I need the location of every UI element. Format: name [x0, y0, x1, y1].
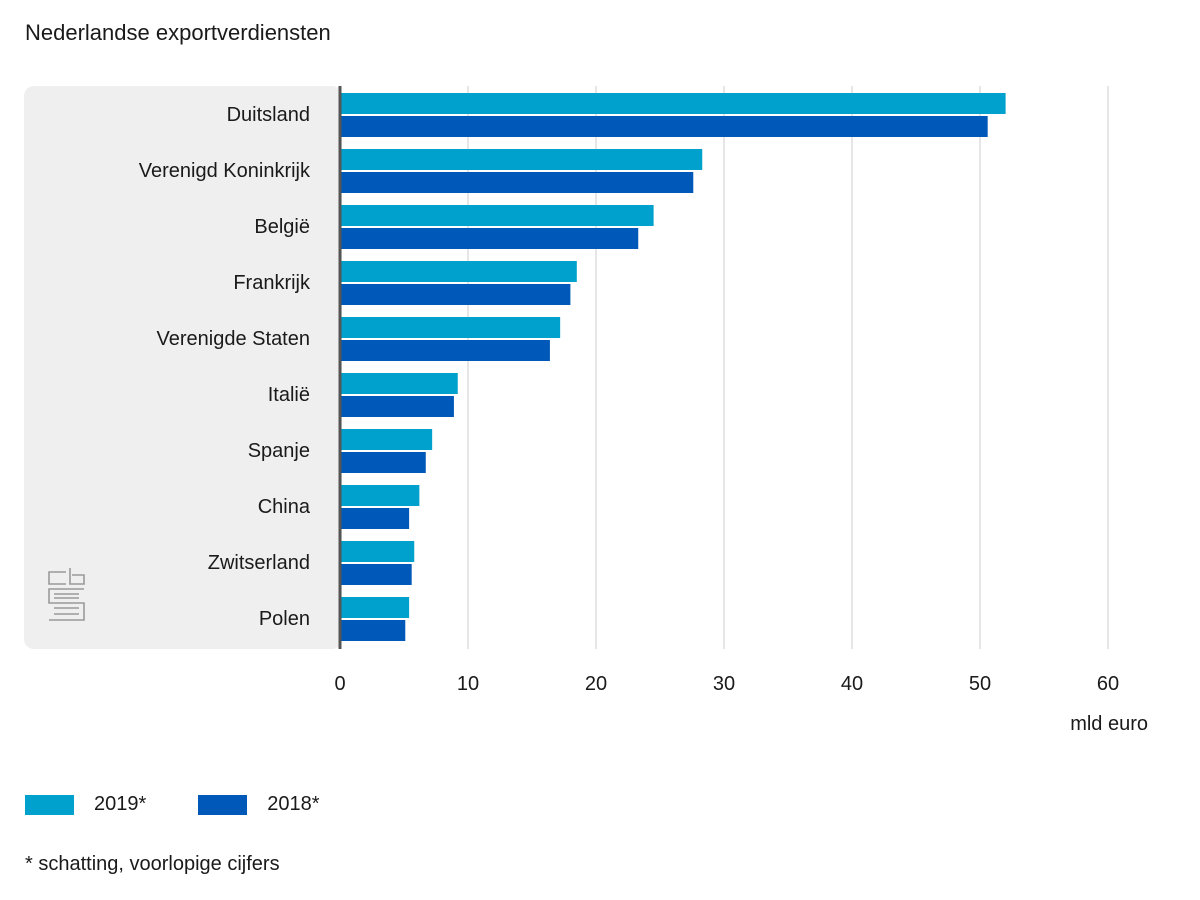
bar-2019-italië [340, 373, 458, 394]
bar-2019-spanje [340, 429, 433, 450]
category-label: Verenigd Koninkrijk [139, 160, 311, 182]
x-tick-label: 50 [969, 673, 991, 695]
bar-2018-zwitserland [340, 564, 412, 585]
bar-2018-verenigd-koninkrijk [340, 172, 694, 193]
x-tick-label: 40 [841, 673, 863, 695]
bar-2018-duitsland [340, 116, 988, 137]
bar-2018-spanje [340, 452, 426, 473]
bar-2018-china [340, 508, 410, 529]
legend-swatch-2018 [198, 794, 248, 815]
bar-2019-belgië [340, 205, 654, 226]
cbs-logo-c [48, 571, 66, 585]
cbs-logo-b [69, 568, 85, 585]
bar-2019-polen [340, 597, 410, 618]
cbs-logo: cbs [48, 568, 85, 621]
bar-2019-china [340, 485, 420, 506]
bar-2019-duitsland [340, 93, 1006, 114]
bar-chart: Duitsland Verenigd Koninkrijk België Frankr… [24, 86, 1148, 735]
bar-2019-verenigd-koninkrijk [340, 149, 703, 170]
legend-item-2019: 2019* [25, 793, 146, 816]
category-label: Duitsland [227, 104, 310, 126]
bar-2019-zwitserland [340, 541, 415, 562]
footnote: * schatting, voorlopige cijfers [25, 853, 280, 875]
bar-2018-polen [340, 620, 406, 641]
legend: 2019* 2018* [25, 793, 372, 816]
category-label: Italië [268, 384, 310, 406]
category-label: China [258, 496, 311, 518]
x-tick-label: 0 [334, 673, 345, 695]
x-tick-label: 60 [1097, 673, 1119, 695]
legend-swatch-2019 [25, 794, 74, 815]
bar-2018-belgië [340, 228, 639, 249]
bar-2018-italië [340, 396, 454, 417]
bar-2019-frankrijk [340, 261, 577, 282]
bar-2019-verenigde-staten [340, 317, 561, 338]
category-label: Polen [259, 608, 310, 630]
bars [340, 93, 1006, 641]
bar-2018-frankrijk [340, 284, 571, 305]
chart-title: Nederlandse exportverdiensten [25, 20, 331, 45]
bar-2018-verenigde-staten [340, 340, 550, 361]
x-axis-label: mld euro [1070, 713, 1148, 735]
x-axis-ticks: 0 10 20 30 40 50 60 [334, 673, 1119, 695]
x-tick-label: 10 [457, 673, 479, 695]
category-labels: Duitsland Verenigd Koninkrijk België Frankr… [139, 104, 311, 630]
category-label: Frankrijk [233, 272, 311, 294]
category-panel [24, 86, 342, 649]
category-label: Verenigde Staten [157, 328, 310, 350]
category-label: Spanje [248, 440, 310, 462]
x-tick-label: 20 [585, 673, 607, 695]
legend-label-2018: 2018* [267, 793, 320, 815]
grid-lines [467, 86, 1109, 649]
category-label: Zwitserland [208, 552, 310, 574]
category-label: België [254, 216, 310, 238]
cbs-logo-s [48, 588, 85, 621]
legend-item-2018: 2018* [198, 793, 320, 816]
legend-label-2019: 2019* [94, 793, 147, 815]
x-tick-label: 30 [713, 673, 735, 695]
